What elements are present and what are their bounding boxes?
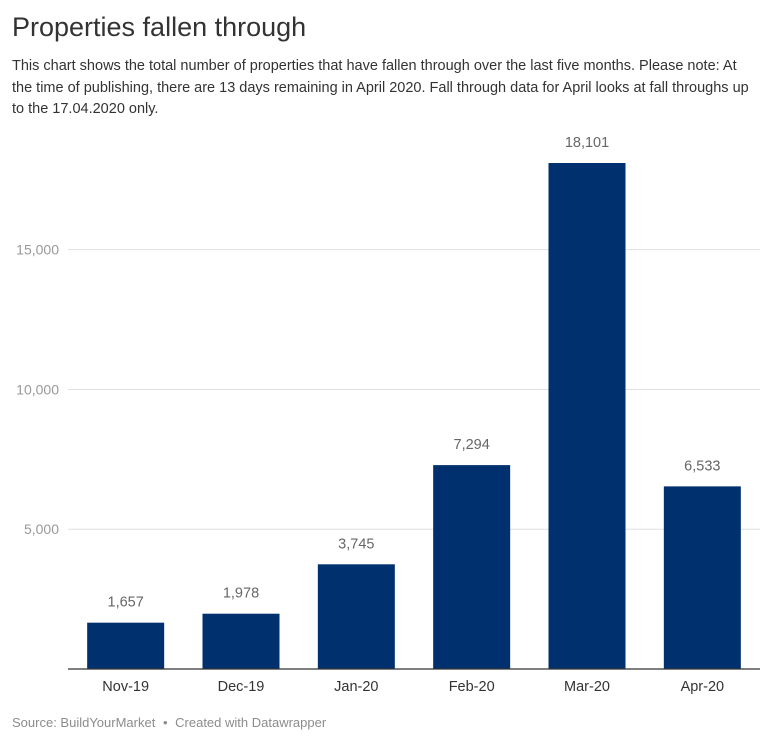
bar[interactable] — [317, 564, 395, 669]
bar-value-label: 1,978 — [223, 586, 259, 602]
bar[interactable] — [202, 613, 280, 669]
chart-title: Properties fallen through — [12, 12, 307, 42]
grid-layer: 5,000 10,000 15,000 — [16, 242, 760, 537]
bar[interactable] — [433, 465, 511, 669]
source-label: Source: BuildYourMarket — [12, 715, 156, 730]
label-layer: 1,657 Nov-19 1,978 Dec-19 3,745 Jan-20 7,294 Fe… — [102, 135, 724, 695]
bar-value-label: 1,657 — [108, 595, 144, 611]
credit-link[interactable]: Created with Datawrapper — [175, 715, 327, 730]
x-tick-label: Dec-19 — [218, 679, 265, 695]
bar[interactable] — [663, 486, 741, 669]
chart-description: This chart shows the total number of pro… — [12, 58, 749, 117]
x-tick-label: Nov-19 — [102, 679, 149, 695]
bar-layer — [87, 163, 741, 669]
chart-footer: Source: BuildYourMarket • Created with D… — [12, 714, 326, 732]
bar[interactable] — [548, 163, 626, 669]
bar-value-label: 3,745 — [338, 536, 374, 552]
x-tick-label: Jan-20 — [334, 679, 378, 695]
x-tick-label: Apr-20 — [681, 679, 725, 695]
bar-value-label: 7,294 — [454, 437, 490, 453]
x-tick-label: Mar-20 — [564, 679, 610, 695]
y-tick-label: 10,000 — [16, 381, 59, 397]
x-tick-label: Feb-20 — [449, 679, 495, 695]
footer-separator: • — [162, 715, 168, 730]
chart-header: Properties fallen through This chart sho… — [12, 8, 760, 121]
bar[interactable] — [87, 622, 165, 669]
bar-value-label: 18,101 — [565, 135, 609, 151]
y-tick-label: 5,000 — [24, 521, 59, 537]
bar-value-label: 6,533 — [684, 458, 720, 474]
y-tick-label: 15,000 — [16, 242, 59, 258]
